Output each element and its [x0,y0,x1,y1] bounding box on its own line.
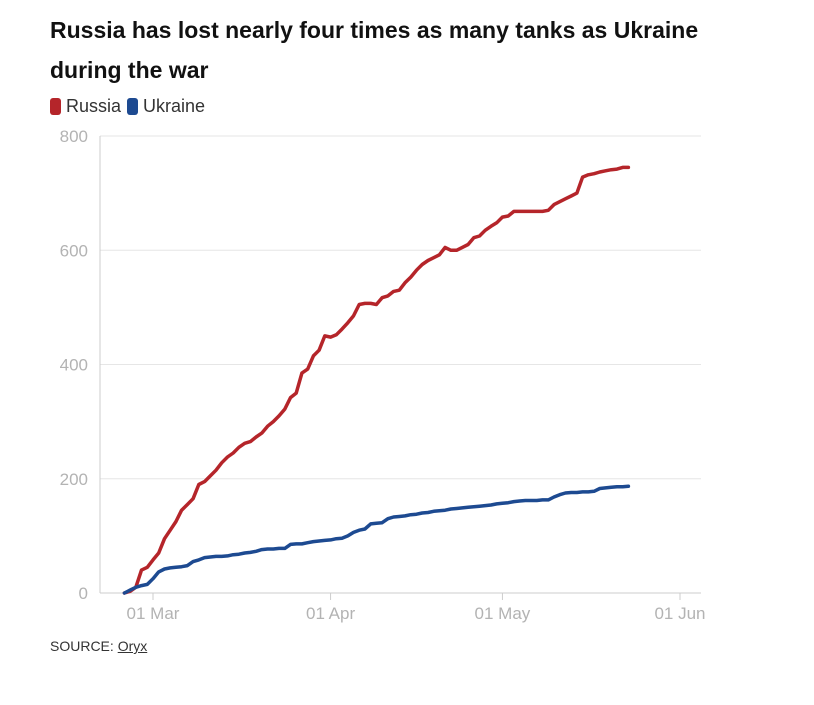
series-lines [122,165,631,595]
chart-legend: Russia Ukraine [50,96,211,117]
series-line-russia [122,165,631,595]
y-tick-label: 0 [79,584,88,603]
source-note: SOURCE: Oryx [50,638,147,654]
x-tick-label: 01 Jun [654,604,705,623]
legend-label-ukraine: Ukraine [143,96,206,116]
source-link[interactable]: Oryx [117,638,148,654]
legend-swatch-ukraine [127,98,139,115]
legend-label-russia: Russia [66,96,122,116]
legend-item-ukraine: Ukraine [127,96,205,117]
x-tick-label: 01 Mar [127,604,180,623]
y-tick-label: 800 [60,127,88,146]
legend-item-russia: Russia [50,96,121,117]
y-tick-label: 600 [60,241,88,260]
x-tick-label: 01 Apr [306,604,355,623]
x-tick-label: 01 May [475,604,531,623]
y-axis-ticks: 0 200 400 600 800 [60,127,88,603]
legend-swatch-russia [50,98,61,115]
series-line-ukraine [122,484,631,595]
x-axis-ticks: 01 Mar 01 Apr 01 May 01 Jun [127,593,706,623]
chart-title: Russia has lost nearly four times as man… [50,17,699,83]
y-tick-label: 200 [60,470,88,489]
y-tick-label: 400 [60,356,88,375]
source-prefix: SOURCE: [50,638,118,654]
gridlines [100,135,701,594]
